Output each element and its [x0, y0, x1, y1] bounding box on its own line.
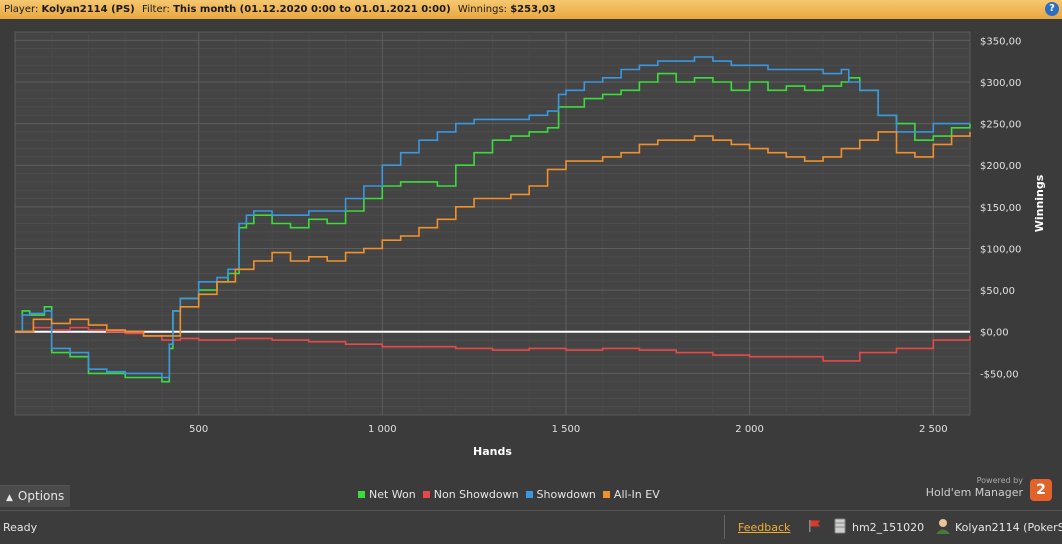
- winnings-chart: -$50,00 $0,00 $50,00 $100,00 $150,00 $200,00 $…: [14, 31, 1046, 458]
- legend-label: All-In EV: [613, 488, 660, 501]
- database-name[interactable]: hm2_151020: [852, 521, 925, 534]
- y-axis-title: Winnings: [1033, 174, 1046, 232]
- chevron-up-icon: ▲: [6, 493, 13, 503]
- status-ready: Ready: [3, 521, 38, 534]
- status-bar: Ready Feedback hm2_151020 Kolyan2114 (Po…: [0, 510, 1062, 544]
- x-tick-label: 2 500: [919, 424, 948, 435]
- feedback-link[interactable]: Feedback: [738, 521, 791, 534]
- y-tick-label: $150,00: [980, 203, 1021, 214]
- y-tick-label: $100,00: [980, 244, 1021, 255]
- filter-value: This month (01.12.2020 0:00 to 01.01.202…: [173, 4, 451, 15]
- legend-item[interactable]: Net Won: [358, 488, 416, 502]
- winnings-label: Winnings:: [457, 4, 508, 15]
- legend-swatch: [422, 491, 430, 498]
- legend-item[interactable]: All-In EV: [602, 488, 660, 502]
- legend-item[interactable]: Showdown: [525, 488, 596, 502]
- hm2-logo-icon: 2: [1030, 479, 1052, 501]
- options-label: Options: [17, 489, 65, 503]
- database-icon: [834, 518, 846, 534]
- powered-by-text: Powered by: [976, 476, 1023, 485]
- y-tick-label: $200,00: [980, 161, 1021, 172]
- y-tick-label: $50,00: [980, 286, 1015, 297]
- legend-label: Showdown: [536, 488, 596, 501]
- legend-swatch: [525, 491, 533, 498]
- legend-item[interactable]: Non Showdown: [422, 488, 519, 502]
- filter-label: Filter:: [141, 4, 170, 15]
- powered-by-logo: Powered by Hold'em Manager 2: [926, 476, 1056, 506]
- user-icon: [936, 519, 950, 534]
- status-separator: [724, 515, 725, 539]
- legend-swatch: [358, 491, 365, 498]
- winnings-value: $253,03: [510, 4, 556, 15]
- player-value: Kolyan2114 (PS): [41, 4, 135, 15]
- flag-icon[interactable]: [808, 519, 822, 533]
- x-tick-label: 1 000: [368, 424, 397, 435]
- series-line-non-showdown: [15, 326, 971, 362]
- question-icon[interactable]: ?: [1045, 2, 1059, 16]
- options-button[interactable]: ▲ Options: [0, 485, 70, 507]
- brand-name: Hold'em Manager: [925, 486, 1023, 499]
- header-bar: Player: Kolyan2114 (PS) Filter: This mon…: [0, 0, 1062, 19]
- y-tick-label: $250,00: [980, 120, 1021, 131]
- x-tick-label: 2 000: [735, 424, 764, 435]
- series-line-showdown: [15, 56, 970, 379]
- legend-swatch: [602, 491, 610, 498]
- chart-legend: Net Won Non Showdown Showdown All-In EV: [358, 488, 667, 502]
- series-line-all-in-ev: [15, 131, 971, 337]
- x-tick-label: 500: [189, 424, 208, 435]
- x-axis-title: Hands: [473, 445, 512, 458]
- y-tick-label: $0,00: [980, 328, 1009, 339]
- player-label: Player:: [4, 4, 39, 15]
- x-tick-label: 1 500: [552, 424, 581, 435]
- player-account[interactable]: Kolyan2114 (PokerSt: [955, 521, 1062, 534]
- y-tick-label: -$50,00: [980, 369, 1019, 380]
- legend-label: Net Won: [369, 488, 416, 501]
- y-tick-label: $300,00: [980, 78, 1021, 89]
- y-tick-label: $350,00: [980, 36, 1021, 47]
- legend-label: Non Showdown: [433, 488, 519, 501]
